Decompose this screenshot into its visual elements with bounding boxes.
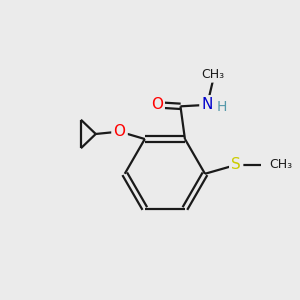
Text: O: O <box>151 97 163 112</box>
Text: CH₃: CH₃ <box>202 68 225 81</box>
Text: S: S <box>231 158 241 172</box>
Text: O: O <box>113 124 125 139</box>
Text: CH₃: CH₃ <box>269 158 292 171</box>
Text: H: H <box>217 100 227 114</box>
Text: N: N <box>202 97 213 112</box>
